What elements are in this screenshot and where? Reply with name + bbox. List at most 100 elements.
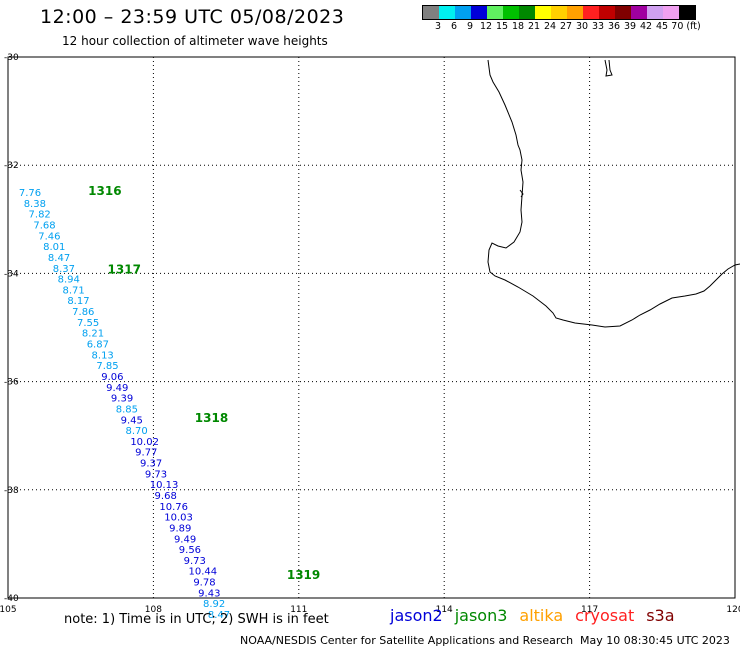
legend-tick-label: 42	[639, 21, 653, 32]
legend-swatch	[487, 6, 503, 19]
coastline-west	[487, 59, 740, 328]
lon-label: 117	[581, 605, 598, 615]
legend-swatch	[679, 6, 695, 19]
wave-height-color-legend	[422, 5, 696, 20]
swh-value: 8.13	[92, 350, 114, 361]
legend-tick-label: 9	[466, 21, 474, 32]
swh-value: 8.21	[82, 329, 104, 340]
swh-value: 9.37	[140, 459, 162, 470]
coastline-islands	[519, 59, 613, 198]
swh-value: 7.55	[77, 318, 99, 329]
pass-labels: 1316 1317 1318 1319	[88, 184, 320, 582]
swh-value: 10.76	[159, 502, 188, 513]
footer-credit: NOAA/NESDIS Center for Satellite Applica…	[240, 634, 574, 647]
swh-value: 7.46	[38, 231, 60, 242]
mission-cryosat: cryosat	[575, 606, 635, 625]
legend-tick-label: 12	[479, 21, 493, 32]
swh-value: 9.43	[198, 588, 220, 599]
legend-tick-label: 18	[511, 21, 525, 32]
mission-jason2: jason2	[390, 606, 443, 625]
pass-number-label: 1319	[287, 568, 320, 582]
legend-tick-label: 45	[655, 21, 669, 32]
mission-s3a: s3a	[646, 606, 675, 625]
legend-swatch	[583, 6, 599, 19]
map-frame	[7, 56, 736, 599]
lat-label: -34	[4, 269, 19, 279]
swh-value: 9.06	[101, 372, 123, 383]
swh-value: 7.68	[33, 220, 55, 231]
swh-value: 9.56	[179, 545, 201, 556]
legend-swatch	[535, 6, 551, 19]
swh-value: 8.85	[116, 404, 138, 415]
swh-value: 9.39	[111, 394, 133, 405]
lat-label: -32	[4, 161, 19, 171]
legend-swatch	[647, 6, 663, 19]
lon-label: 120	[726, 605, 740, 615]
map-title: 12:00 – 23:59 UTC 05/08/2023	[40, 6, 345, 28]
mission-jason3: jason3	[454, 606, 508, 625]
mission-legend: jason2 jason3 altika cryosat s3a	[390, 606, 687, 625]
swh-value: 9.73	[145, 469, 167, 480]
swh-value: 9.49	[106, 383, 128, 394]
swh-value: 10.02	[130, 437, 159, 448]
swh-value: 8.71	[62, 285, 84, 296]
swh-value: 8.70	[125, 426, 147, 437]
swh-value: 10.44	[188, 567, 217, 578]
legend-swatch	[599, 6, 615, 19]
legend-swatch	[503, 6, 519, 19]
australia-coastline	[487, 59, 740, 328]
units-note: note: 1) Time is in UTC; 2) SWH is in fe…	[64, 612, 329, 627]
legend-swatch	[519, 6, 535, 19]
swh-value: 10.03	[164, 513, 193, 524]
swh-value: 7.86	[72, 307, 94, 318]
legend-swatch	[551, 6, 567, 19]
legend-swatch	[567, 6, 583, 19]
swh-value: 10.13	[150, 480, 179, 491]
swh-value: 8.92	[203, 599, 225, 610]
swh-value: 9.89	[169, 523, 191, 534]
footer-timestamp: May 10 08:30:45 UTC 2023	[580, 634, 730, 647]
map-subtitle: 12 hour collection of altimeter wave hei…	[62, 34, 328, 48]
lat-lon-grid	[8, 57, 735, 598]
legend-tick-label: 27	[559, 21, 573, 32]
swh-value: 9.45	[121, 415, 143, 426]
lat-label: -38	[4, 486, 19, 496]
legend-swatch	[663, 6, 679, 19]
swh-value: 6.87	[87, 340, 109, 351]
lat-label: -36	[4, 378, 19, 388]
legend-tick-label: 70 (ft)	[671, 21, 701, 32]
pass-number-label: 1318	[195, 411, 228, 425]
pass-number-label: 1316	[88, 184, 121, 198]
swh-value: 8.47	[208, 610, 230, 621]
lon-label: 108	[145, 605, 162, 615]
legend-tick-label: 36	[607, 21, 621, 32]
swh-value: 8.47	[48, 253, 70, 264]
legend-swatch	[631, 6, 647, 19]
swh-observations: 7.768.387.827.687.468.018.478.378.948.71…	[19, 188, 230, 621]
legend-tick-label: 33	[591, 21, 605, 32]
swh-value: 9.78	[193, 578, 215, 589]
pass-number-label: 1317	[108, 262, 141, 276]
swh-value: 7.76	[19, 188, 41, 199]
legend-tick-label: 3	[434, 21, 442, 32]
legend-swatch	[455, 6, 471, 19]
lat-label: -30	[4, 53, 19, 63]
swh-value: 8.01	[43, 242, 65, 253]
legend-tick-label: 15	[495, 21, 509, 32]
mission-altika: altika	[519, 606, 564, 625]
swh-value: 9.49	[174, 534, 196, 545]
map-border	[7, 56, 736, 599]
legend-swatch	[439, 6, 455, 19]
legend-tick-label: 30	[575, 21, 589, 32]
swh-value: 9.68	[155, 491, 177, 502]
legend-tick-label: 24	[543, 21, 557, 32]
swh-value: 8.37	[53, 264, 75, 275]
swh-value: 9.73	[184, 556, 206, 567]
legend-tick-label: 21	[527, 21, 541, 32]
legend-swatch	[615, 6, 631, 19]
swh-value: 8.17	[67, 296, 89, 307]
lat-label: -40	[4, 594, 19, 604]
swh-value: 8.38	[24, 199, 46, 210]
